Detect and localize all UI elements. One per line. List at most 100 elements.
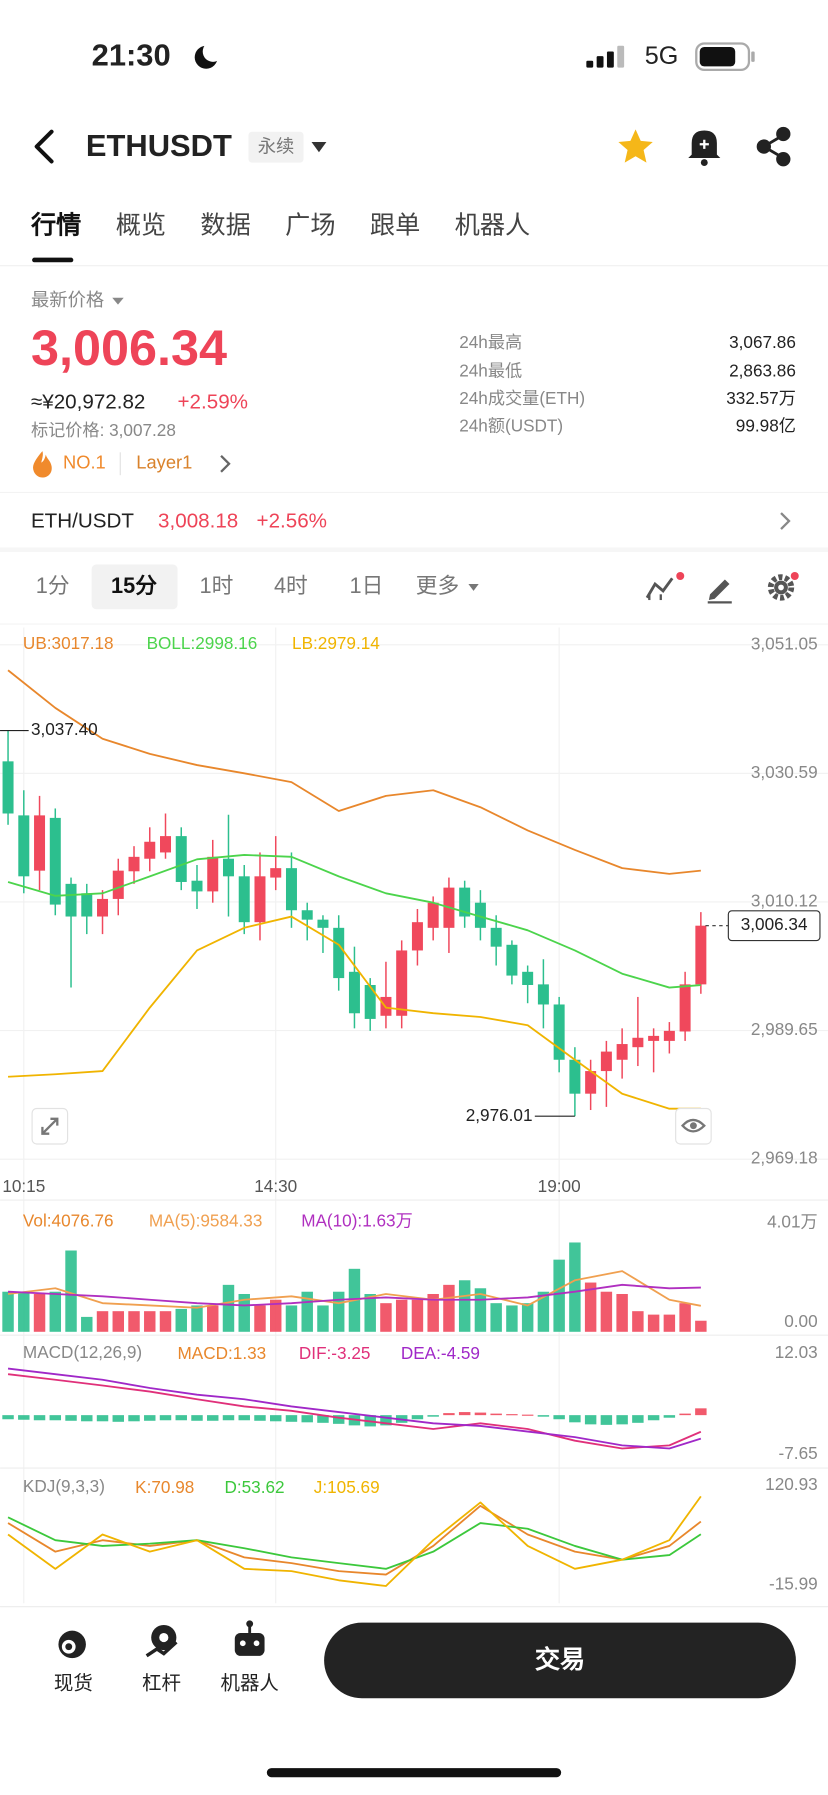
candle-body bbox=[490, 927, 502, 947]
nav-label[interactable]: 机器人 bbox=[220, 1673, 278, 1695]
bot-icon[interactable] bbox=[234, 1620, 265, 1656]
bar bbox=[207, 1415, 219, 1421]
bar bbox=[269, 1299, 282, 1332]
eye-button[interactable] bbox=[675, 1107, 712, 1145]
indicator-line bbox=[7, 1373, 702, 1450]
stat-value: 3,067.86 bbox=[729, 332, 796, 352]
indicator-line bbox=[7, 1516, 702, 1570]
rank: NO.1 bbox=[63, 452, 106, 473]
bar bbox=[443, 1284, 455, 1332]
stat-label: 24h最高 bbox=[459, 332, 522, 352]
y-tick-label: 12.03 bbox=[775, 1342, 818, 1362]
candle-body bbox=[65, 883, 77, 917]
bar bbox=[2, 1291, 14, 1332]
bar bbox=[222, 1284, 235, 1332]
candle-body bbox=[207, 856, 219, 892]
favorite-star[interactable] bbox=[618, 129, 653, 163]
candle-body bbox=[333, 927, 345, 979]
draw-button[interactable] bbox=[707, 579, 732, 604]
bar bbox=[616, 1415, 628, 1425]
high-marker: 3,037.40 bbox=[31, 719, 98, 739]
spot-icon[interactable] bbox=[58, 1630, 86, 1659]
home-indicator bbox=[266, 1768, 562, 1778]
tab[interactable]: 数据 bbox=[200, 211, 250, 239]
bar bbox=[285, 1305, 298, 1332]
share-button[interactable] bbox=[756, 126, 791, 167]
stat-value: 2,863.86 bbox=[729, 361, 796, 381]
tab[interactable]: 行情 bbox=[30, 211, 81, 239]
settings-button[interactable] bbox=[767, 571, 799, 601]
candle-body bbox=[427, 902, 439, 928]
y-tick-label: 0.00 bbox=[784, 1311, 817, 1331]
y-tick-label: -15.99 bbox=[769, 1573, 818, 1593]
clock: 21:30 bbox=[92, 37, 171, 72]
bar bbox=[191, 1305, 203, 1332]
margin-icon[interactable] bbox=[145, 1624, 178, 1658]
timeframe[interactable]: 更多 bbox=[416, 573, 459, 598]
expand-button[interactable] bbox=[31, 1107, 69, 1145]
bar bbox=[584, 1415, 597, 1425]
timeframe[interactable]: 1日 bbox=[350, 573, 384, 598]
bar bbox=[112, 1415, 124, 1422]
nav-label[interactable]: 杠杆 bbox=[142, 1673, 181, 1695]
tab[interactable]: 机器人 bbox=[455, 211, 531, 239]
bar bbox=[144, 1415, 156, 1421]
pair-name[interactable]: ETH/USDT bbox=[31, 510, 134, 533]
bar bbox=[175, 1415, 187, 1421]
sector[interactable]: Layer1 bbox=[136, 452, 192, 473]
timeframe[interactable]: 1时 bbox=[200, 573, 234, 598]
timeframe[interactable]: 4时 bbox=[274, 573, 308, 598]
low-marker: 2,976.01 bbox=[466, 1105, 533, 1125]
bar bbox=[506, 1305, 518, 1332]
tab[interactable]: 跟单 bbox=[370, 211, 420, 239]
symbol-dropdown[interactable] bbox=[311, 141, 327, 153]
y-tick-label: 2,989.65 bbox=[751, 1019, 818, 1039]
tab[interactable]: 广场 bbox=[285, 211, 335, 239]
bar bbox=[411, 1415, 424, 1420]
candle-body bbox=[285, 868, 297, 911]
bar bbox=[128, 1415, 140, 1422]
price-change: +2.59% bbox=[178, 391, 248, 414]
bar bbox=[695, 1408, 707, 1416]
bar bbox=[81, 1415, 93, 1422]
bar bbox=[2, 1415, 14, 1420]
legend-label: BOLL:2998.16 bbox=[147, 633, 258, 653]
timeframe[interactable]: 15分 bbox=[111, 573, 157, 598]
tab[interactable]: 概览 bbox=[116, 211, 166, 239]
trade-label[interactable]: 交易 bbox=[535, 1645, 585, 1674]
price-dropdown[interactable] bbox=[112, 297, 124, 305]
bar bbox=[521, 1414, 534, 1416]
trade-button[interactable] bbox=[324, 1622, 796, 1699]
bar bbox=[18, 1415, 30, 1420]
alert-bell[interactable] bbox=[688, 130, 721, 167]
y-tick-label: 3,030.59 bbox=[751, 762, 818, 782]
bar bbox=[553, 1259, 565, 1332]
legend-label: Vol:4076.76 bbox=[23, 1210, 114, 1230]
timeframe-selected-bg bbox=[91, 564, 178, 610]
pair-chevron[interactable] bbox=[780, 512, 791, 530]
bar bbox=[395, 1299, 408, 1332]
legend-label: J:105.69 bbox=[314, 1477, 380, 1497]
indicator-line bbox=[7, 854, 701, 989]
bar bbox=[537, 1415, 550, 1417]
bar bbox=[427, 1293, 439, 1332]
bar bbox=[96, 1415, 109, 1422]
back-button[interactable] bbox=[34, 129, 54, 164]
candle-body bbox=[616, 1044, 628, 1060]
x-tick-label: 19:00 bbox=[538, 1176, 581, 1196]
bar bbox=[81, 1316, 93, 1332]
bar bbox=[600, 1415, 613, 1425]
candle-body bbox=[600, 1051, 612, 1072]
bar bbox=[600, 1291, 613, 1332]
indicator-button[interactable] bbox=[645, 571, 685, 601]
nav-label[interactable]: 现货 bbox=[54, 1673, 93, 1695]
bar bbox=[679, 1413, 691, 1416]
timeframe[interactable]: 1分 bbox=[36, 573, 70, 598]
more-dropdown[interactable] bbox=[468, 584, 479, 591]
y-tick-label: 2,969.18 bbox=[751, 1148, 818, 1168]
pair-change: +2.56% bbox=[257, 510, 327, 533]
sector-chevron[interactable] bbox=[220, 454, 231, 473]
bar bbox=[663, 1314, 676, 1332]
